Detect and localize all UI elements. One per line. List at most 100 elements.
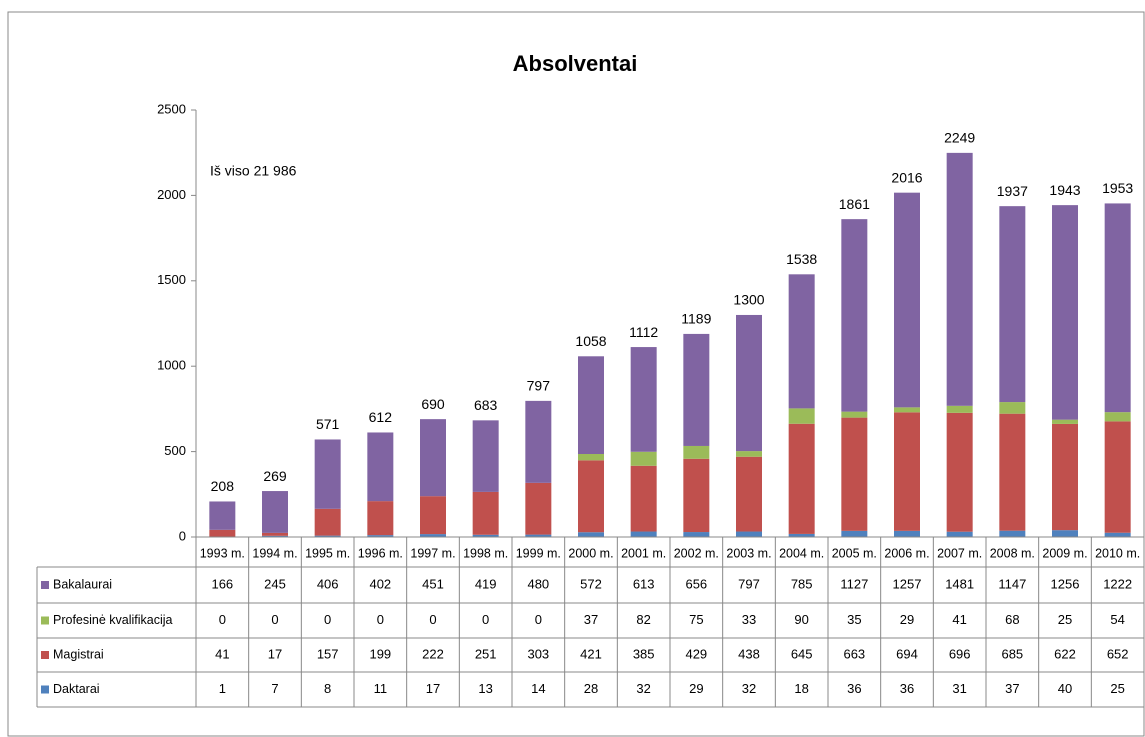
table-value: 222 <box>422 646 444 661</box>
table-value: 36 <box>900 681 914 696</box>
table-value: 451 <box>422 576 444 591</box>
x-tick-label: 2006 m. <box>884 546 929 560</box>
bar-segment <box>578 356 604 454</box>
bar-segment <box>630 347 657 452</box>
bar-segment <box>630 531 657 537</box>
x-tick-label: 1995 m. <box>305 546 350 560</box>
bar-segment <box>736 451 762 457</box>
table-value: 157 <box>317 646 339 661</box>
bar-segment <box>262 532 288 536</box>
bar-segment <box>946 531 973 537</box>
x-tick-label: 2007 m. <box>937 546 982 560</box>
bar-segment <box>420 419 446 497</box>
table-value: 29 <box>689 681 703 696</box>
bar-segment <box>630 451 657 466</box>
bar-segment <box>894 192 920 408</box>
table-value: 419 <box>475 576 497 591</box>
bar-segment <box>472 491 499 535</box>
table-value: 797 <box>738 576 760 591</box>
x-tick-label: 2010 m. <box>1095 546 1140 560</box>
legend-swatch <box>41 651 49 659</box>
bar-segment <box>630 465 657 532</box>
table-value: 32 <box>636 681 650 696</box>
table-value: 622 <box>1054 646 1076 661</box>
bar-segment <box>262 535 288 537</box>
table-value: 7 <box>271 681 278 696</box>
bar-segment <box>525 400 552 483</box>
table-value: 54 <box>1110 612 1124 627</box>
bar-segment <box>683 445 710 459</box>
bar-segment <box>788 423 815 534</box>
table-value: 1481 <box>945 576 974 591</box>
bar-segment <box>1104 421 1131 533</box>
bar-segment <box>420 496 446 535</box>
table-value: 40 <box>1058 681 1072 696</box>
total-label: 208 <box>211 478 235 494</box>
chart-frame <box>7 11 1145 737</box>
bar-segment <box>420 534 446 537</box>
total-label: 1861 <box>839 196 870 212</box>
table-value: 17 <box>268 646 282 661</box>
total-label: 1112 <box>629 324 658 340</box>
bar-segment <box>367 432 394 502</box>
y-tick-label: 500 <box>164 443 186 458</box>
table-value: 645 <box>791 646 813 661</box>
x-tick-label: 1998 m. <box>463 546 508 560</box>
bar-segment <box>1104 203 1131 413</box>
legend-label: Bakalaurai <box>53 577 112 591</box>
bar-segment <box>894 412 920 531</box>
total-label: 683 <box>474 397 498 413</box>
table-value: 0 <box>535 612 542 627</box>
chart-title: Absolventai <box>513 51 638 76</box>
table-value: 429 <box>685 646 707 661</box>
table-value: 685 <box>1001 646 1023 661</box>
table-value: 37 <box>1005 681 1019 696</box>
table-value: 613 <box>633 576 655 591</box>
table-value: 1222 <box>1103 576 1132 591</box>
table-value: 41 <box>952 612 966 627</box>
bar-segment <box>788 274 815 409</box>
bar-segment <box>946 152 973 406</box>
legend-label: Profesinė kvalifikacija <box>53 613 173 627</box>
table-value: 25 <box>1058 612 1072 627</box>
bar-segment <box>841 417 868 531</box>
y-tick-label: 0 <box>179 528 186 543</box>
bar-segment <box>841 219 868 412</box>
table-value: 421 <box>580 646 602 661</box>
legend-swatch <box>41 581 49 589</box>
table-value: 0 <box>271 612 278 627</box>
table-value: 572 <box>580 576 602 591</box>
bar-segment <box>841 530 868 537</box>
bar-segment <box>1052 205 1078 420</box>
bar-segment <box>999 206 1026 403</box>
y-tick-label: 1000 <box>157 358 186 373</box>
legend-swatch <box>41 685 49 694</box>
total-label: 269 <box>263 468 287 484</box>
table-value: 438 <box>738 646 760 661</box>
x-tick-label: 1999 m. <box>516 546 561 560</box>
table-value: 36 <box>847 681 861 696</box>
total-label: 797 <box>527 378 551 394</box>
bar-segment <box>472 420 499 492</box>
bar-segment <box>999 413 1026 531</box>
bar-segment <box>1052 423 1078 531</box>
total-label: 690 <box>421 396 445 412</box>
total-label: 1937 <box>997 183 1028 199</box>
y-tick-label: 2500 <box>157 101 186 116</box>
bar-segment <box>1052 530 1078 537</box>
table-value: 251 <box>475 646 497 661</box>
table-value: 82 <box>636 612 650 627</box>
legend-swatch <box>41 616 49 625</box>
bar-segment <box>736 314 762 452</box>
table-value: 37 <box>584 612 598 627</box>
bar-segment <box>894 407 920 413</box>
bar-segment <box>894 530 920 537</box>
bar-segment <box>525 534 552 537</box>
bar-segment <box>683 458 710 533</box>
bar-segment <box>367 535 394 537</box>
table-value: 41 <box>215 646 229 661</box>
x-tick-label: 2002 m. <box>674 546 719 560</box>
y-tick-label: 2000 <box>157 187 186 202</box>
x-tick-label: 1997 m. <box>410 546 455 560</box>
bar-segment <box>578 532 604 537</box>
